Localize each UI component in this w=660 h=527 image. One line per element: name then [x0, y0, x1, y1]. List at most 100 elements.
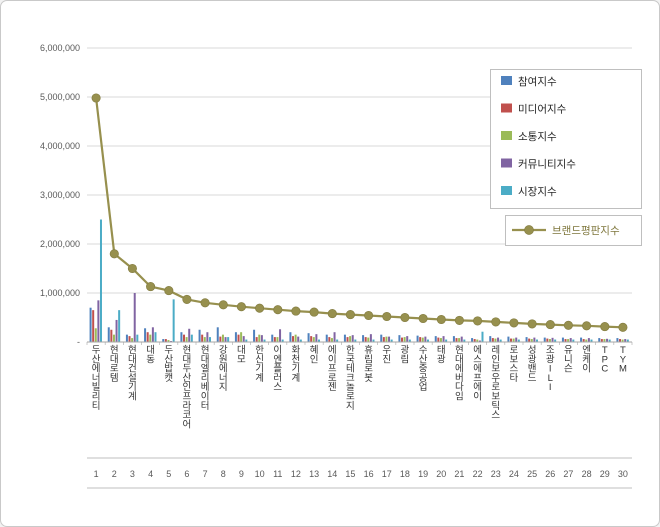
trend-marker	[218, 300, 228, 310]
bar	[460, 336, 463, 342]
trend-marker	[255, 303, 265, 313]
bar	[569, 338, 572, 342]
bar	[216, 327, 219, 342]
bar	[619, 339, 622, 342]
bar	[525, 337, 528, 342]
bar	[390, 339, 393, 342]
bar	[515, 337, 518, 342]
y-tick-label: 1,000,000	[40, 288, 80, 298]
bar	[118, 310, 121, 342]
rank-label: 21	[454, 469, 464, 479]
bar	[317, 339, 320, 342]
bar	[543, 337, 546, 342]
bar	[572, 339, 575, 342]
bar-series	[89, 307, 619, 342]
rank-label: 5	[166, 469, 171, 479]
trend-marker	[273, 305, 283, 315]
bar	[517, 339, 520, 342]
trend-marker	[109, 249, 119, 259]
legend-swatch	[501, 131, 512, 140]
rank-label: 15	[345, 469, 355, 479]
bar	[367, 337, 370, 342]
bar	[221, 334, 224, 342]
bar	[354, 339, 357, 342]
bar	[234, 332, 237, 342]
bar	[97, 300, 100, 342]
y-tick-label: 5,000,000	[40, 92, 80, 102]
trend-marker	[473, 316, 483, 326]
bar	[476, 339, 479, 342]
legend-swatch	[501, 103, 512, 113]
rank-label: 22	[473, 469, 483, 479]
legend-swatch	[501, 76, 512, 85]
bar	[289, 332, 292, 342]
trend-marker	[291, 306, 301, 316]
bar	[151, 327, 154, 342]
legend-label: 참여지수	[518, 76, 557, 88]
trend-marker	[200, 298, 210, 308]
bar	[206, 332, 209, 342]
rank-label: 7	[203, 469, 208, 479]
bar	[144, 328, 147, 342]
bar	[567, 339, 570, 342]
bar	[260, 335, 263, 342]
y-tick-label: 3,000,000	[40, 190, 80, 200]
bar	[112, 334, 115, 342]
rank-labels: 1 2 3 4 5 6 7 8 9 10 11 12 13 14 15 16 17 18 19 20 21 22 23 24 2…	[94, 469, 628, 479]
trend-marker	[309, 307, 319, 317]
rank-label: 3	[130, 469, 135, 479]
bar-series	[94, 328, 624, 342]
line-legend-label: 브랜드평판지수	[552, 225, 620, 237]
bar	[271, 334, 274, 342]
bar	[463, 339, 466, 342]
bar	[491, 338, 494, 342]
trend-line-markers	[91, 93, 628, 332]
bar	[494, 338, 497, 342]
bar	[416, 335, 419, 342]
bar	[442, 336, 445, 342]
bar	[292, 336, 295, 342]
bar	[242, 336, 245, 342]
bar	[621, 339, 624, 342]
trend-marker	[418, 313, 428, 324]
bar	[546, 338, 549, 342]
bar	[564, 339, 567, 342]
y-tick-label: -	[77, 337, 80, 347]
trend-marker	[563, 320, 573, 330]
rank-label: 2	[112, 469, 117, 479]
rank-label: 6	[184, 469, 189, 479]
bar	[445, 339, 448, 342]
bar	[240, 332, 243, 342]
y-tick-label: 4,000,000	[40, 141, 80, 151]
bar	[167, 340, 170, 342]
bar	[263, 339, 266, 342]
bar	[478, 340, 481, 342]
legend-swatch	[501, 186, 512, 195]
bar	[528, 338, 531, 342]
trend-marker	[146, 282, 156, 292]
bar	[406, 336, 409, 342]
bar-series	[99, 219, 629, 342]
rank-label: 16	[364, 469, 374, 479]
x-axis-ticks	[86, 342, 633, 345]
bar	[587, 338, 590, 342]
bar	[385, 336, 388, 342]
rank-label: 8	[221, 469, 226, 479]
y-tick-label: 6,000,000	[40, 43, 80, 53]
bar	[408, 339, 411, 342]
rank-label: 17	[382, 469, 392, 479]
bar	[315, 334, 318, 342]
